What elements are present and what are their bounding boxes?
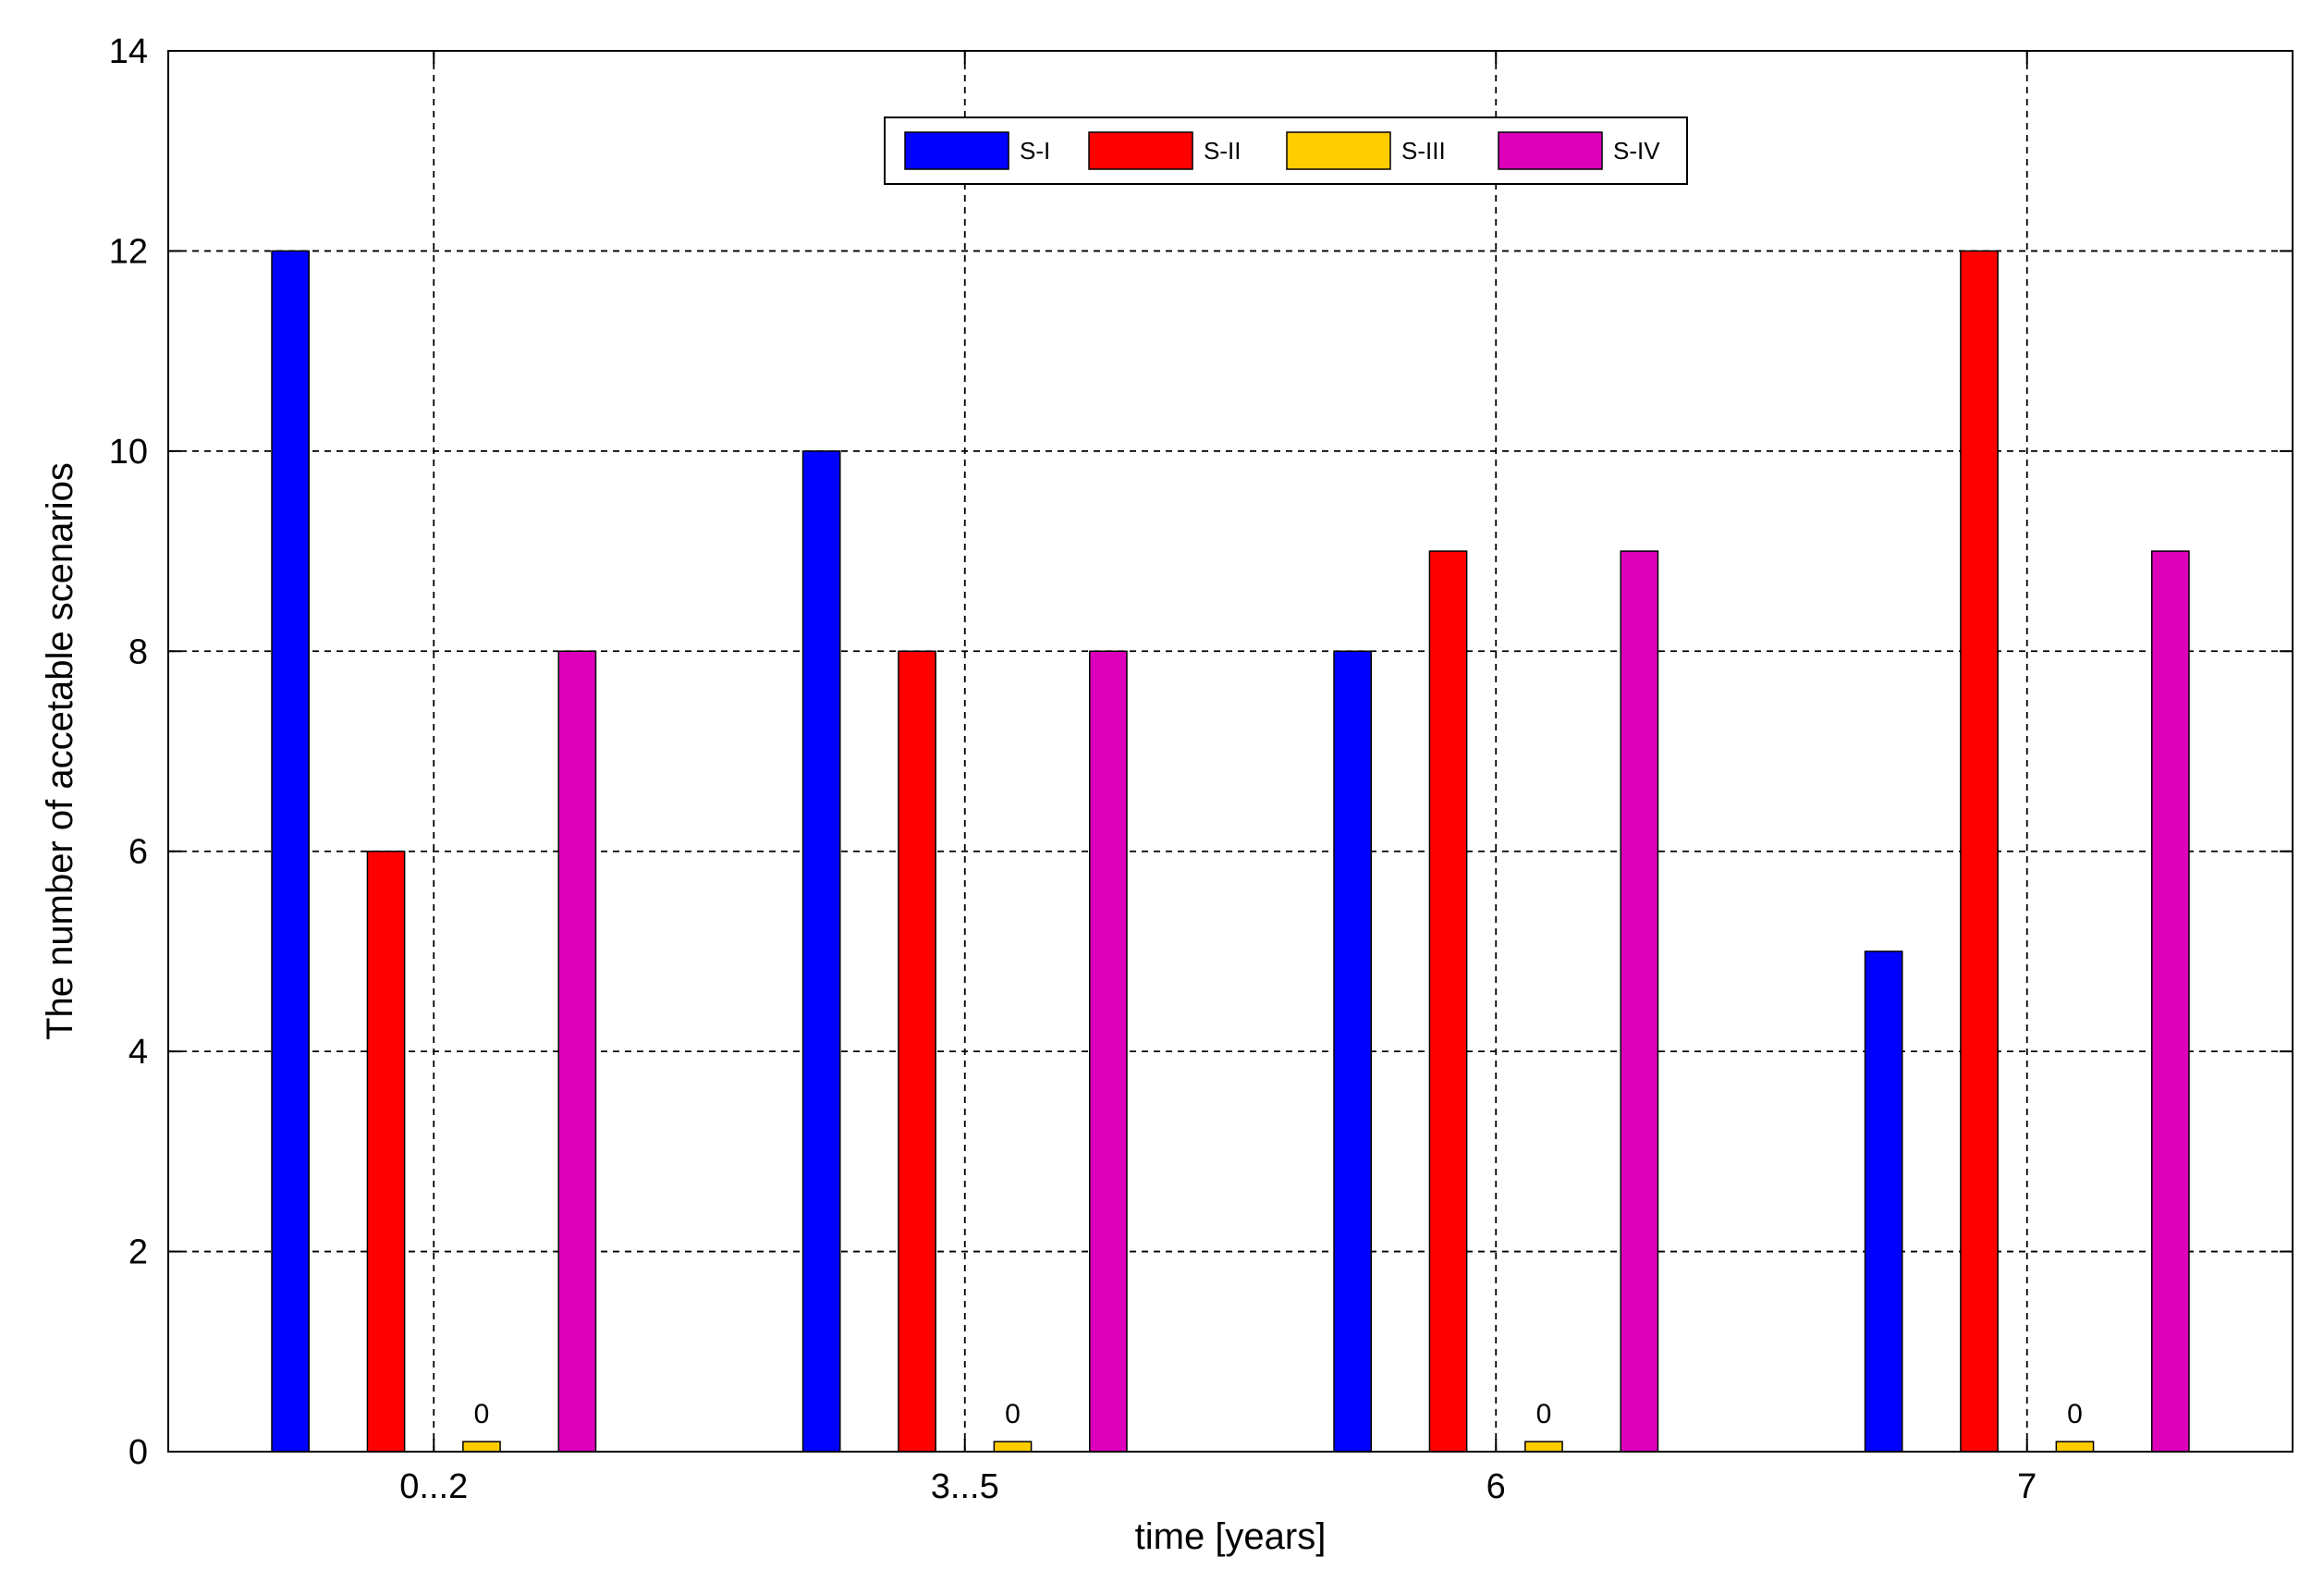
bar-s-ii <box>1960 250 1999 1453</box>
x-tick-label: 3...5 <box>931 1467 999 1506</box>
bar-s-iii <box>2055 1441 2095 1453</box>
bar-s-ii <box>366 850 406 1453</box>
grid <box>168 51 2293 1452</box>
bar-s-iii <box>462 1441 501 1453</box>
y-tick-label: 2 <box>128 1233 148 1272</box>
legend-swatch-s-i <box>904 131 1009 170</box>
legend-label-s-ii: S-II <box>1204 137 1241 165</box>
plot-area-frame <box>167 50 2293 1453</box>
y-tick-label: 4 <box>128 1033 148 1072</box>
bar-s-ii <box>1428 550 1468 1453</box>
bar-s-i <box>1864 951 1903 1453</box>
bar-s-i <box>1333 650 1372 1453</box>
bar-s-iii <box>993 1441 1033 1453</box>
bar-s-iv <box>2151 550 2190 1453</box>
legend-label-s-iv: S-IV <box>1613 137 1660 165</box>
legend-label-s-i: S-I <box>1020 137 1050 165</box>
y-tick-label: 14 <box>109 32 148 71</box>
bar-data-label: 0 <box>2067 1399 2083 1429</box>
legend-swatch-s-iv <box>1498 131 1603 170</box>
bar-data-label: 0 <box>1536 1399 1552 1429</box>
legend-swatch-s-iii <box>1286 131 1391 170</box>
bars: 0 0 0 0 <box>271 250 2190 1453</box>
bar-s-iv <box>1620 550 1659 1453</box>
axis-ticks: 0 2 4 6 8 10 12 14 0...2 3...5 6 7 <box>109 32 2293 1506</box>
y-axis-title: The number of accetable scenarios <box>40 462 80 1040</box>
x-tick-label: 0...2 <box>399 1467 468 1506</box>
y-tick-label: 8 <box>128 632 148 671</box>
bar-s-iv <box>1089 650 1128 1453</box>
x-tick-label: 7 <box>2017 1467 2037 1506</box>
bar-s-ii <box>898 650 936 1453</box>
bar-s-iii <box>1524 1441 1563 1453</box>
bar-data-label: 0 <box>1005 1399 1021 1429</box>
legend-swatch-s-ii <box>1088 131 1193 170</box>
x-axis-title: time [years] <box>1135 1516 1327 1557</box>
bar-s-i <box>801 450 841 1453</box>
y-tick-label: 0 <box>128 1433 148 1472</box>
y-tick-label: 12 <box>109 232 148 271</box>
legend-label-s-iii: S-III <box>1401 137 1446 165</box>
bar-data-label: 0 <box>474 1399 490 1429</box>
bar-s-iv <box>557 650 597 1453</box>
x-tick-label: 6 <box>1486 1467 1506 1506</box>
legend: S-I S-II S-III S-IV <box>884 117 1688 185</box>
bar-s-i <box>271 250 310 1453</box>
y-tick-label: 10 <box>109 433 148 472</box>
y-tick-label: 6 <box>128 833 148 872</box>
